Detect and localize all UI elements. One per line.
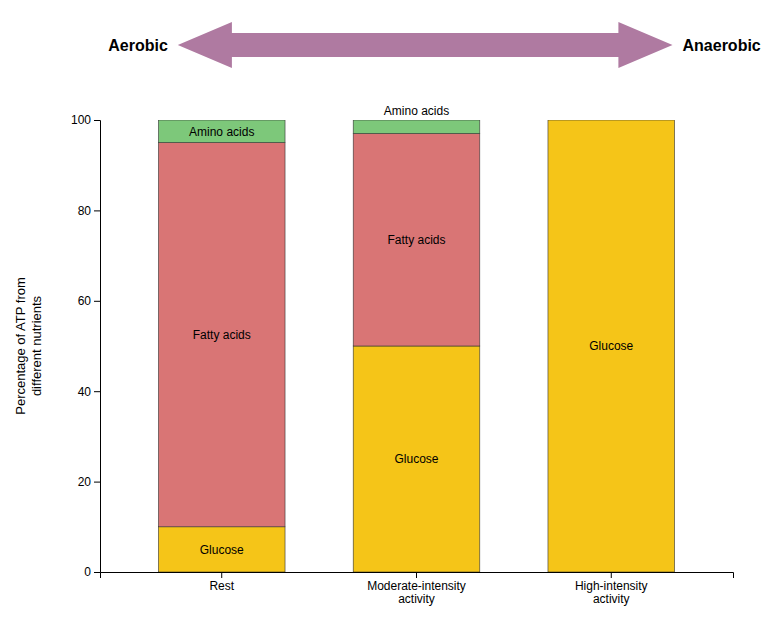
arrow-label: Aerobic bbox=[108, 37, 168, 54]
tick-mark bbox=[221, 572, 222, 578]
tick: High-intensityactivity bbox=[575, 572, 648, 606]
bar-segment bbox=[158, 527, 285, 572]
tick-label: Rest bbox=[209, 579, 234, 593]
tick-label: Moderate-intensityactivity bbox=[367, 579, 466, 607]
tick-mark bbox=[94, 210, 100, 211]
tick-label: 80 bbox=[78, 204, 92, 218]
tick: Rest bbox=[209, 572, 234, 593]
bar-segment bbox=[353, 120, 480, 134]
tick-mark bbox=[611, 572, 612, 578]
axis-line bbox=[101, 573, 734, 579]
segment-labels: Glucose Glucose Glucose Fatty acids Fatty ac… bbox=[189, 104, 634, 557]
tick-mark bbox=[94, 120, 100, 121]
bar-segment bbox=[158, 143, 285, 527]
series bbox=[158, 120, 479, 143]
arrow-label: Anaerobic bbox=[683, 37, 761, 54]
bar-segment bbox=[548, 120, 675, 572]
segment-label: Glucose bbox=[589, 339, 633, 353]
tick-mark bbox=[416, 572, 417, 578]
tick: Moderate-intensityactivity bbox=[367, 572, 466, 606]
tick: 100 bbox=[71, 113, 100, 127]
segment-label: Amino acids bbox=[189, 125, 254, 139]
tick: 0 bbox=[84, 565, 100, 579]
tick: 40 bbox=[78, 385, 100, 399]
bar-segment bbox=[353, 346, 480, 572]
bar-segment bbox=[158, 120, 285, 143]
tick: 20 bbox=[78, 475, 100, 489]
bar-segment bbox=[353, 134, 480, 346]
series bbox=[158, 120, 674, 572]
tick-mark bbox=[94, 482, 100, 483]
axis-line bbox=[94, 121, 101, 573]
arrow bbox=[178, 22, 673, 68]
tick-label: 20 bbox=[78, 475, 92, 489]
bar-segment bbox=[548, 120, 675, 121]
plot: 0 20 40 60 80 100 Rest Moderate-intensityactivi… bbox=[13, 104, 734, 606]
tick-label: 0 bbox=[84, 565, 91, 579]
tick: 80 bbox=[78, 204, 100, 218]
series bbox=[158, 134, 479, 527]
x-axis: Rest Moderate-intensityactivity High-inten… bbox=[101, 572, 734, 606]
tick-label: High-intensityactivity bbox=[575, 579, 648, 607]
segment-label: Glucose bbox=[200, 543, 244, 557]
tick-label: 60 bbox=[78, 294, 92, 308]
tick-mark bbox=[94, 301, 100, 302]
segment-label: Fatty acids bbox=[193, 328, 251, 342]
segment-label: Fatty acids bbox=[387, 233, 445, 247]
y-axis: 0 20 40 60 80 100 bbox=[71, 113, 101, 579]
tick-mark bbox=[94, 391, 100, 392]
segment-label: Glucose bbox=[394, 452, 438, 466]
tick-mark bbox=[94, 572, 100, 573]
segment-label: Amino acids bbox=[384, 104, 449, 118]
axis-title: Percentage of ATP fromdifferent nutrient… bbox=[13, 277, 44, 415]
tick-label: 100 bbox=[71, 113, 91, 127]
tick-label: 40 bbox=[78, 385, 92, 399]
bar-segment bbox=[548, 120, 675, 121]
tick: 60 bbox=[78, 294, 100, 308]
chart: Aerobic Anaerobic 0 20 40 60 80 100 Rest Moderate… bbox=[0, 0, 773, 642]
bars bbox=[158, 120, 674, 572]
arrow-band: Aerobic Anaerobic bbox=[108, 22, 761, 68]
